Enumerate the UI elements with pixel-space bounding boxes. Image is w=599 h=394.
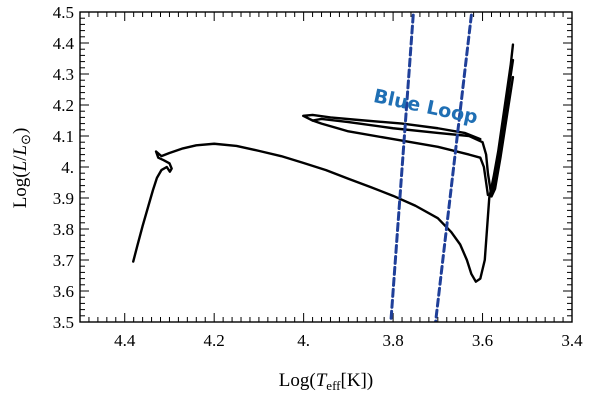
instability-strip-edge-4 xyxy=(434,13,473,322)
x-axis-title: Log(Teff[K]) xyxy=(279,370,373,393)
y-tick-label: 4.3 xyxy=(53,65,74,84)
evolutionary-track-segment-0 xyxy=(132,43,515,283)
x-tick-label: 3.6 xyxy=(472,331,493,350)
evolutionary-track-segment-1 xyxy=(311,58,515,198)
y-tick-label: 3.7 xyxy=(53,251,75,270)
y-axis-title-var2: L xyxy=(10,145,31,157)
y-tick-label: 3.5 xyxy=(53,313,74,332)
y-tick-label: 3.8 xyxy=(53,220,74,239)
y-axis-title-pre: Log( xyxy=(10,171,31,208)
y-tick-label: 3.9 xyxy=(53,189,74,208)
x-tick-label: 3.4 xyxy=(561,331,583,350)
y-axis-title-slash: / xyxy=(10,155,31,161)
x-tick-label: 3.8 xyxy=(382,331,403,350)
x-tick-label: 4.2 xyxy=(204,331,225,350)
x-axis-title-post: [K]) xyxy=(341,370,374,391)
y-tick-label: 3.6 xyxy=(53,282,74,301)
y-tick-label: 4.1 xyxy=(53,127,74,146)
y-tick-label: 4. xyxy=(61,158,74,177)
x-axis-title-var: T xyxy=(316,370,328,391)
y-tick-label: 4.5 xyxy=(53,3,74,22)
x-tick-label: 4. xyxy=(297,331,310,350)
y-axis-title-sub: ⊙ xyxy=(18,134,33,145)
y-tick-label: 4.4 xyxy=(53,34,75,53)
plot-frame xyxy=(79,11,573,323)
x-axis-title-sub: eff xyxy=(326,378,341,393)
tick-labels-layer: 4.4 4.2 4. 3.8 3.6 3.4 3.5 3.6 3.7 3.8 3.9 4. 4.1 4.2… xyxy=(53,3,583,350)
evolutionary-track-segment-2 xyxy=(301,113,482,141)
instability-strip-edge-3 xyxy=(389,13,415,322)
ticks-layer xyxy=(79,11,573,323)
y-tick-label: 4.2 xyxy=(53,96,74,115)
series-layer xyxy=(132,13,515,322)
y-axis-title-var1: L xyxy=(10,161,31,173)
y-axis-title-post: ) xyxy=(10,128,31,134)
x-axis-title-pre: Log( xyxy=(279,370,316,391)
y-axis-title: Log(L/L⊙) xyxy=(10,128,33,209)
x-tick-label: 4.4 xyxy=(114,331,136,350)
